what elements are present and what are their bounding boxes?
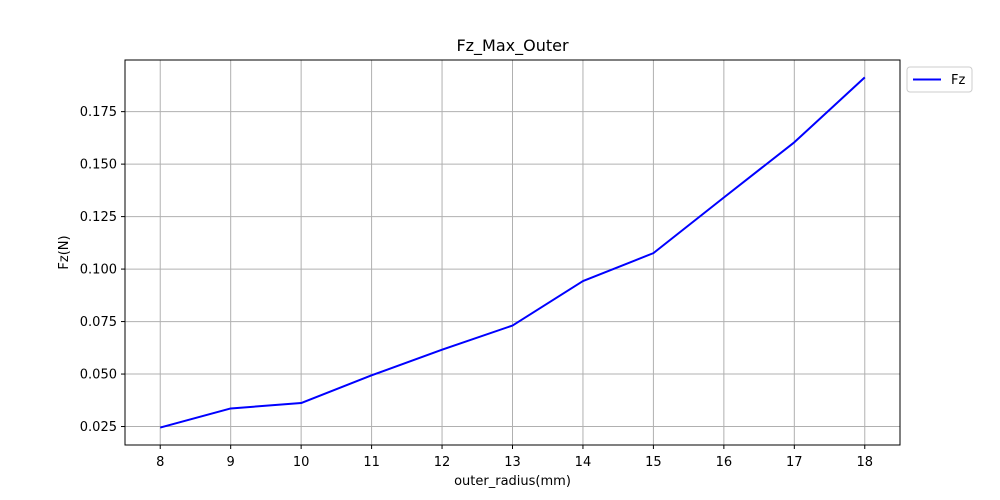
chart-title: Fz_Max_Outer [456,36,569,56]
data-point [371,374,373,376]
y-tick-label: 0.025 [80,420,117,435]
y-tick-label: 0.150 [80,158,117,173]
y-tick-label: 0.125 [80,210,117,225]
data-point [230,407,232,409]
y-tick-label: 0.100 [80,263,117,278]
data-point [300,402,302,404]
data-point [512,325,514,327]
legend-label: Fz [951,73,965,88]
data-point [159,427,161,429]
x-tick-label: 11 [363,455,380,470]
x-tick-label: 14 [575,455,592,470]
y-tick-label: 0.050 [80,368,117,383]
x-tick-label: 10 [293,455,310,470]
data-point [582,280,584,282]
data-point [441,349,443,351]
y-tick-label: 0.075 [80,315,117,330]
data-point [793,141,795,143]
x-tick-label: 15 [645,455,662,470]
legend: Fz [906,66,973,93]
data-point [652,252,654,254]
x-tick-label: 8 [156,455,164,470]
y-tick-label: 0.175 [80,105,117,120]
data-point [864,76,866,78]
x-tick-label: 16 [716,455,733,470]
x-tick-label: 9 [227,455,235,470]
data-point [723,197,725,199]
x-tick-label: 13 [504,455,521,470]
y-axis-title: Fz(N) [57,235,72,269]
series-line-fz [159,76,866,429]
x-tick-label: 18 [856,455,873,470]
x-tick-label: 17 [786,455,803,470]
series-layer [159,76,866,429]
grid [125,60,900,445]
x-axis-title: outer_radius(mm) [454,474,571,489]
y-axis: 0.025 0.050 0.075 0.100 0.125 0.150 0.175 [80,105,125,435]
x-axis: 8 9 10 11 12 13 14 15 16 17 18 [156,445,873,470]
x-tick-label: 12 [434,455,451,470]
